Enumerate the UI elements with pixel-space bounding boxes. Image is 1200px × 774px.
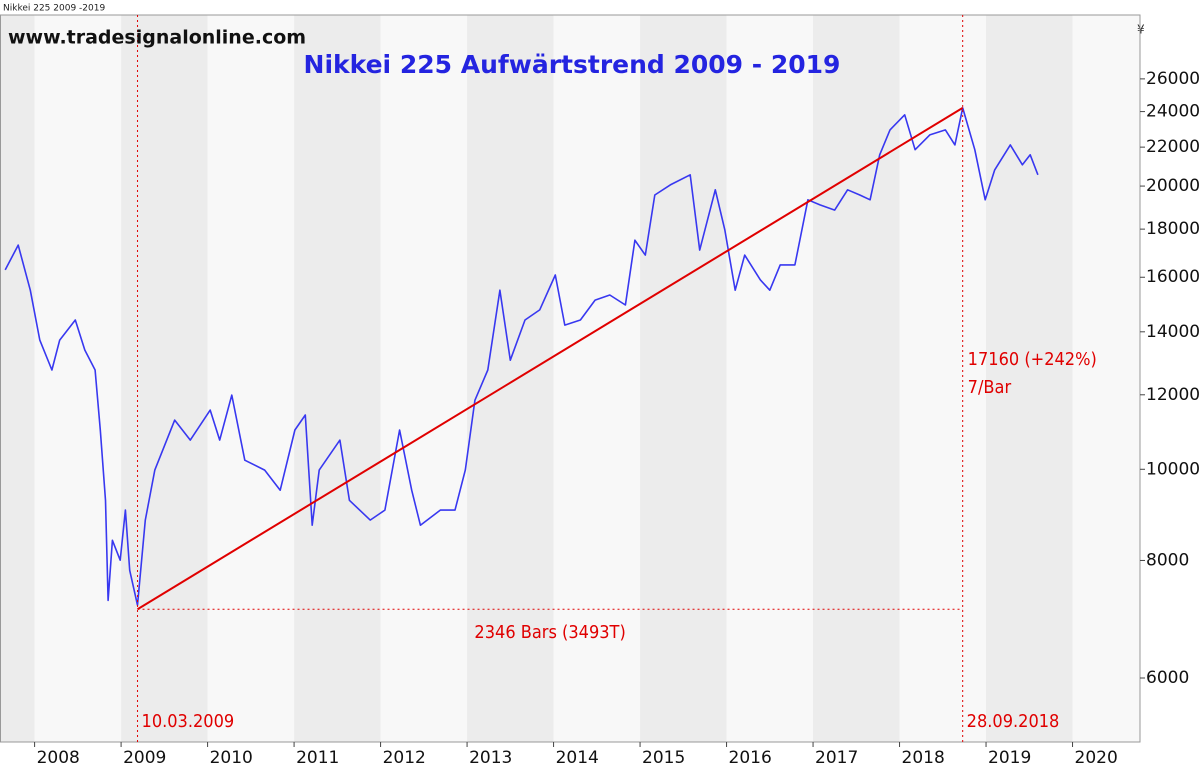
year-band <box>294 15 381 742</box>
price-line <box>4 107 1039 606</box>
year-band <box>986 15 1073 742</box>
x-tick-label: 2019 <box>988 748 1031 768</box>
year-band <box>1072 15 1140 742</box>
year-band <box>380 15 468 742</box>
y-tick-label: 24000 <box>1146 102 1200 122</box>
trend-change: 17160 (+242%) <box>968 349 1097 370</box>
start-date: 10.03.2009 <box>142 711 235 732</box>
year-band <box>553 15 641 742</box>
y-tick-label: 8000 <box>1146 550 1189 570</box>
x-tick-label: 2018 <box>902 748 945 768</box>
plot-frame <box>0 14 1141 743</box>
y-tick-label: 16000 <box>1146 267 1200 287</box>
y-tick-label: 14000 <box>1146 322 1200 342</box>
header: Nikkei 225 2009 -2019 <box>3 4 105 14</box>
year-band <box>726 15 814 742</box>
currency: ¥ <box>1137 23 1145 37</box>
x-tick-label: 2016 <box>729 748 772 768</box>
year-band <box>34 15 122 742</box>
y-tick-label: 22000 <box>1146 137 1200 157</box>
x-tick-label: 2008 <box>37 748 80 768</box>
trend-rate: 7/Bar <box>968 377 1012 398</box>
year-band <box>207 15 295 742</box>
x-tick-label: 2009 <box>123 748 166 768</box>
x-tick-label: 2013 <box>469 748 512 768</box>
x-tick-label: 2015 <box>642 748 685 768</box>
x-tick-label: 2014 <box>556 748 599 768</box>
trend-length: 2346 Bars (3493T) <box>474 622 625 643</box>
y-tick-label: 6000 <box>1146 668 1189 688</box>
year-band <box>121 15 208 742</box>
year-band <box>467 15 554 742</box>
y-tick-label: 26000 <box>1146 69 1200 89</box>
x-tick-label: 2010 <box>210 748 253 768</box>
year-band <box>0 15 35 742</box>
x-tick-label: 2017 <box>815 748 858 768</box>
y-tick-label: 20000 <box>1146 176 1200 196</box>
x-tick-label: 2012 <box>383 748 426 768</box>
y-tick-label: 10000 <box>1146 459 1200 479</box>
x-tick-label: 2020 <box>1075 748 1118 768</box>
year-band <box>813 15 900 742</box>
source: www.tradesignalonline.com <box>8 27 306 49</box>
y-tick-label: 18000 <box>1146 219 1200 239</box>
chart-title: Nikkei 225 Aufwärtstrend 2009 - 2019 <box>304 50 841 79</box>
y-tick-label: 12000 <box>1146 385 1200 405</box>
year-bands <box>0 15 1140 742</box>
trend-line <box>137 107 964 611</box>
x-tick-label: 2011 <box>296 748 339 768</box>
year-band <box>640 15 727 742</box>
end-date: 28.09.2018 <box>967 711 1060 732</box>
